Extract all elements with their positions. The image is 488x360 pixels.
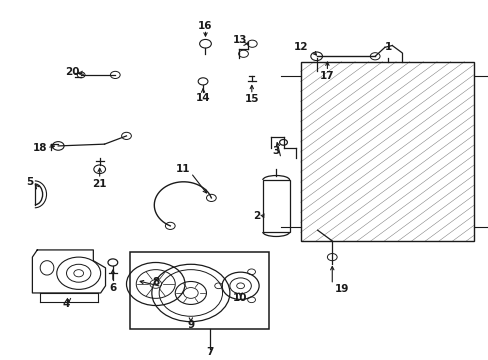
Text: 2: 2 [253,211,260,221]
Text: 5: 5 [26,177,34,187]
Text: 20: 20 [65,67,80,77]
Text: 15: 15 [244,94,259,104]
Text: 13: 13 [232,35,246,45]
Text: 21: 21 [92,179,107,189]
Text: 10: 10 [232,293,246,303]
Text: 19: 19 [334,284,348,294]
Text: 9: 9 [187,320,194,330]
Text: 1: 1 [384,42,391,52]
Bar [262,180,289,232]
Text: 11: 11 [176,164,190,174]
Bar [300,62,473,241]
Text: 17: 17 [320,71,334,81]
Text: 18: 18 [32,143,47,153]
Text: 6: 6 [109,283,116,293]
Bar [130,252,268,329]
Text: 14: 14 [195,93,210,103]
Text: 12: 12 [293,42,307,52]
Text: 8: 8 [152,277,159,287]
Text: 3: 3 [272,146,279,156]
Text: 7: 7 [206,347,214,357]
Text: 4: 4 [62,299,70,309]
Text: 16: 16 [198,21,212,31]
